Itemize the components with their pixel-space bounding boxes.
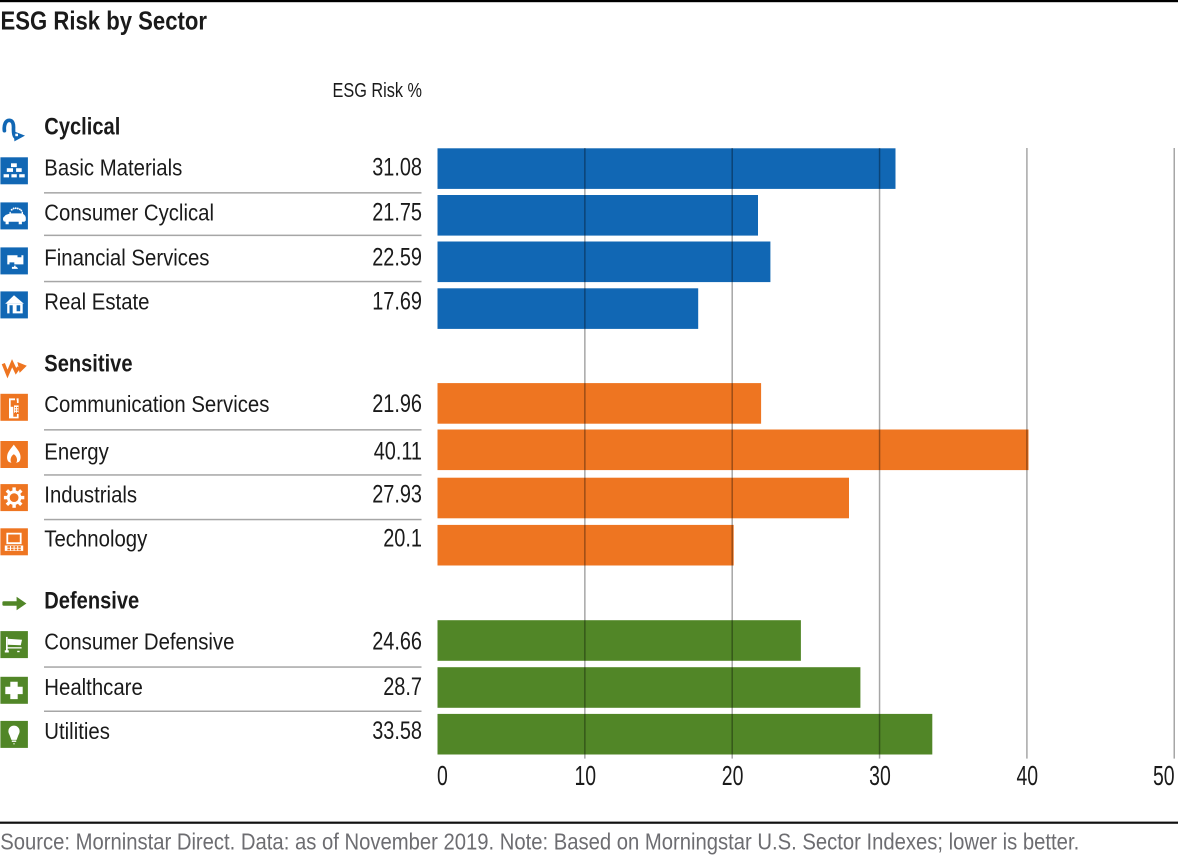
svg-text:Utilities: Utilities [44, 718, 110, 744]
svg-text:30: 30 [869, 760, 891, 791]
svg-text:50: 50 [1153, 760, 1175, 791]
svg-text:24.66: 24.66 [372, 628, 422, 655]
svg-text:Real Estate: Real Estate [44, 289, 149, 315]
svg-text:Cyclical: Cyclical [44, 114, 120, 141]
svg-text:10: 10 [574, 760, 596, 791]
svg-text:20.1: 20.1 [383, 526, 422, 553]
svg-text:ESG Risk by Sector: ESG Risk by Sector [1, 5, 208, 35]
svg-text:Healthcare: Healthcare [44, 674, 143, 700]
svg-text:40: 40 [1017, 760, 1039, 791]
svg-text:Technology: Technology [44, 526, 147, 552]
svg-text:40.11: 40.11 [374, 438, 422, 465]
svg-text:Energy: Energy [44, 438, 109, 464]
svg-text:28.7: 28.7 [383, 674, 422, 701]
svg-text:22.59: 22.59 [372, 245, 422, 272]
svg-text:0: 0 [437, 760, 448, 791]
svg-text:33.58: 33.58 [372, 718, 422, 745]
svg-text:Communication Services: Communication Services [44, 391, 269, 417]
svg-text:Consumer Cyclical: Consumer Cyclical [44, 200, 214, 226]
svg-text:Sensitive: Sensitive [44, 350, 132, 377]
svg-text:20: 20 [722, 760, 744, 791]
svg-text:Consumer Defensive: Consumer Defensive [44, 628, 234, 654]
svg-text:Source: Morninstar Direct. Dat: Source: Morninstar Direct. Data: as of N… [0, 829, 1079, 855]
svg-text:17.69: 17.69 [372, 289, 422, 316]
svg-text:Defensive: Defensive [44, 587, 139, 614]
svg-text:Financial Services: Financial Services [44, 245, 209, 271]
svg-text:Industrials: Industrials [44, 481, 137, 507]
svg-text:21.75: 21.75 [372, 200, 422, 227]
svg-text:27.93: 27.93 [372, 481, 422, 508]
svg-text:21.96: 21.96 [372, 391, 422, 418]
svg-text:31.08: 31.08 [372, 155, 422, 182]
svg-text:ESG Risk %: ESG Risk % [333, 80, 423, 102]
svg-text:Basic Materials: Basic Materials [44, 155, 182, 181]
